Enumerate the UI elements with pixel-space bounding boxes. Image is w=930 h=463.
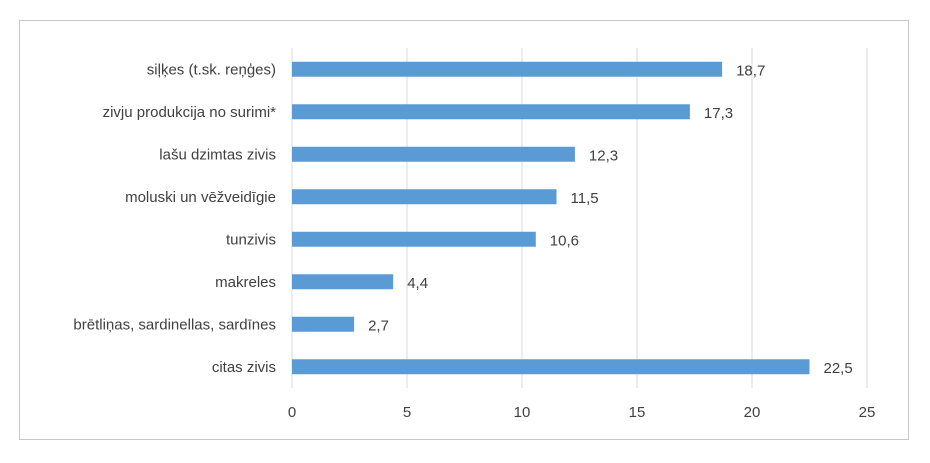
category-label: lašu dzimtas zivis — [159, 146, 276, 163]
x-tick-label: 20 — [744, 404, 761, 421]
category-label: makreles — [215, 274, 276, 291]
data-label: 10,6 — [550, 232, 579, 249]
category-label: siļķes (t.sk. reņģes) — [147, 61, 276, 78]
bar — [292, 231, 536, 247]
chart-frame: 0 5 10 15 20 25 siļķes (t.sk. reņģes) 18,7 zivju… — [19, 20, 909, 440]
x-tick-label: 10 — [514, 404, 531, 421]
bar — [292, 274, 394, 290]
x-tick-label: 15 — [629, 404, 646, 421]
data-label: 12,3 — [589, 147, 618, 164]
data-label: 17,3 — [704, 105, 733, 122]
bar — [292, 146, 575, 162]
label-layer: 0 5 10 15 20 25 siļķes (t.sk. reņģes) 18,7 zivju… — [73, 61, 875, 421]
bar — [292, 104, 690, 120]
bar — [292, 316, 355, 332]
x-tick-label: 0 — [288, 404, 296, 421]
bar — [292, 359, 810, 375]
bar-layer — [292, 61, 810, 375]
data-label: 2,7 — [368, 317, 389, 334]
x-tick-label: 25 — [859, 404, 876, 421]
data-label: 11,5 — [571, 190, 599, 207]
data-label: 4,4 — [407, 275, 428, 292]
data-label: 18,7 — [736, 62, 765, 79]
category-label: moluski un vēžveidīgie — [125, 189, 276, 206]
category-label: zivju produkcija no surimi* — [103, 104, 277, 121]
bar-chart: 0 5 10 15 20 25 siļķes (t.sk. reņģes) 18,7 zivju… — [73, 48, 875, 421]
category-label: tunzivis — [226, 231, 276, 248]
category-label: citas zivis — [212, 359, 276, 376]
category-label: brētliņas, sardinellas, sardīnes — [73, 316, 276, 333]
grid-layer — [291, 48, 868, 388]
bar — [292, 61, 723, 77]
x-tick-label: 5 — [403, 404, 411, 421]
bar — [292, 189, 557, 205]
data-label: 22,5 — [824, 360, 853, 377]
